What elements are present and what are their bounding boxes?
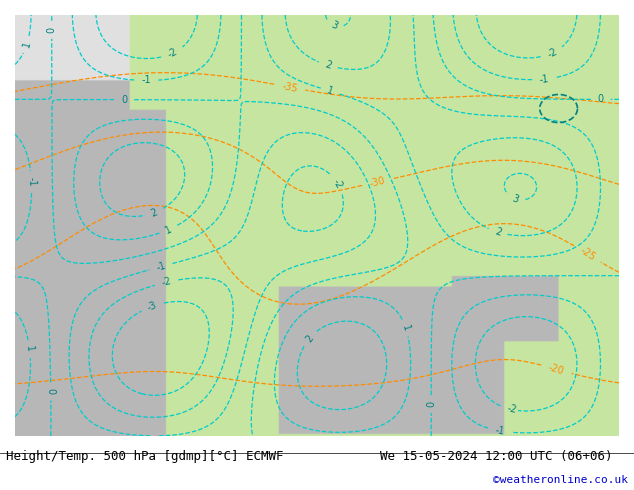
Text: -1: -1 (155, 261, 167, 273)
Text: 1: 1 (24, 345, 35, 353)
Text: 0: 0 (121, 95, 127, 105)
Text: -1: -1 (141, 75, 151, 85)
Text: Height/Temp. 500 hPa [gdmp][°C] ECMWF: Height/Temp. 500 hPa [gdmp][°C] ECMWF (6, 450, 284, 463)
Text: -25: -25 (578, 245, 597, 263)
Text: 1: 1 (21, 40, 32, 49)
Text: -2: -2 (331, 177, 345, 191)
Text: -30: -30 (368, 175, 386, 189)
Text: -2: -2 (160, 276, 172, 288)
Text: 1: 1 (326, 85, 335, 97)
Text: 0: 0 (46, 388, 56, 394)
Text: 1: 1 (400, 323, 411, 332)
Text: -2: -2 (166, 47, 179, 60)
Text: -20: -20 (547, 362, 566, 376)
Text: 2: 2 (323, 60, 333, 71)
Text: 2: 2 (150, 207, 159, 219)
Text: -35: -35 (281, 81, 299, 94)
Text: We 15-05-2024 12:00 UTC (06+06): We 15-05-2024 12:00 UTC (06+06) (380, 450, 613, 463)
Text: 3: 3 (329, 20, 339, 31)
Text: -3: -3 (146, 300, 158, 313)
Text: -1: -1 (26, 177, 37, 187)
Text: -1: -1 (494, 425, 505, 437)
Text: 2: 2 (493, 226, 502, 238)
Text: 2: 2 (304, 333, 315, 344)
Text: -2: -2 (506, 404, 518, 416)
Text: -2: -2 (545, 47, 559, 60)
Text: -1: -1 (539, 74, 550, 85)
Text: ©weatheronline.co.uk: ©weatheronline.co.uk (493, 475, 628, 485)
Text: 3: 3 (511, 193, 520, 205)
Text: 0: 0 (598, 95, 604, 104)
Text: 0: 0 (47, 27, 57, 33)
Text: 0: 0 (426, 401, 436, 407)
Text: 1: 1 (164, 224, 174, 235)
